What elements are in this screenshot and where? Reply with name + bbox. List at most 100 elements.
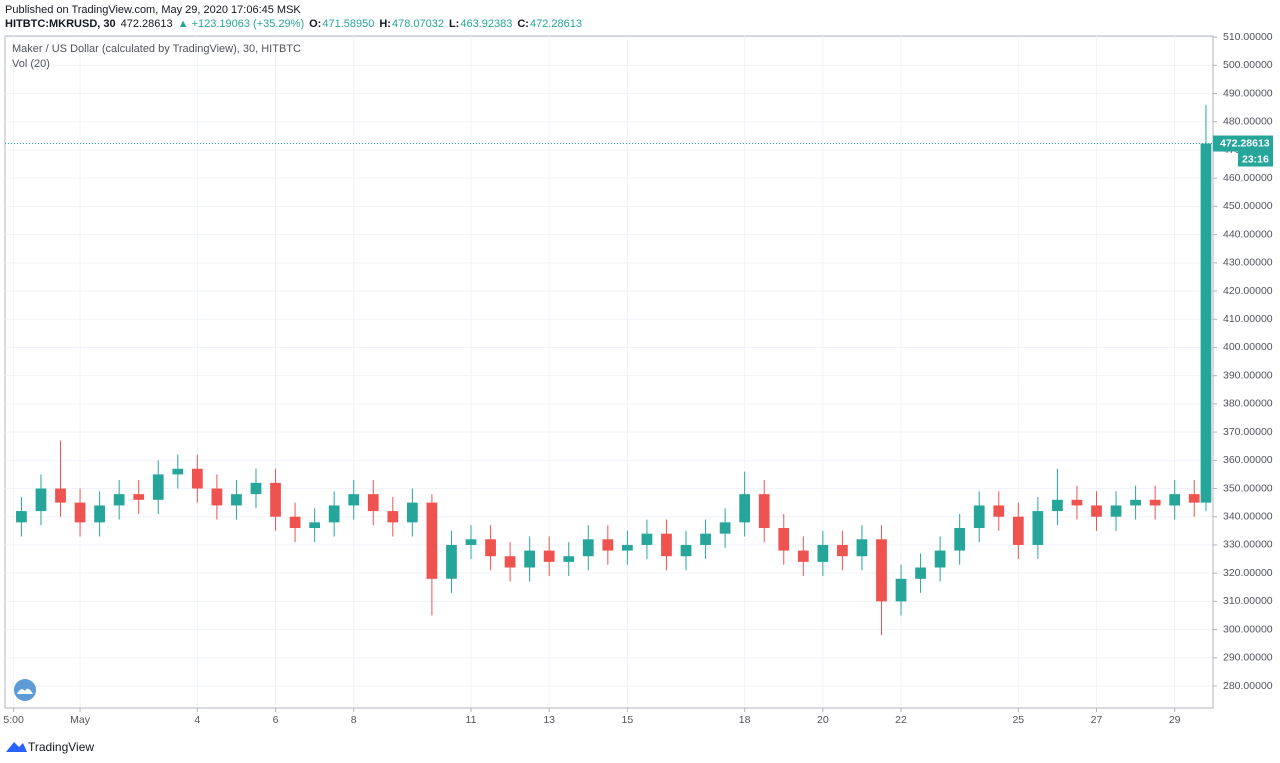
ohlc-value: 472.28613 [530, 18, 582, 30]
y-tick-label: 430.00000 [1223, 257, 1273, 269]
candle-body [817, 544, 829, 562]
candle-body [367, 494, 379, 512]
candle-body [1091, 505, 1102, 517]
candle-body [250, 482, 262, 495]
ohlc-key: H: [379, 18, 391, 30]
y-tick-label: 490.00000 [1223, 87, 1273, 99]
candle-body [661, 533, 672, 557]
y-tick-label: 510.00000 [1223, 31, 1273, 43]
candle-body [1188, 494, 1200, 503]
x-tick-label: 15 [622, 714, 634, 726]
candle-body [954, 528, 966, 551]
y-tick-label: 290.00000 [1223, 652, 1273, 664]
x-tick-label: May [70, 714, 91, 726]
candle-body [426, 502, 438, 579]
candle-body [94, 505, 105, 523]
grid [5, 36, 1213, 708]
y-tick-label: 310.00000 [1223, 595, 1273, 607]
candle-body [915, 567, 926, 579]
x-tick-label: 13 [543, 714, 555, 726]
candle-body [1169, 494, 1181, 506]
footer-logo [6, 742, 27, 752]
candle-body [621, 544, 633, 551]
y-tick-label: 370.00000 [1223, 426, 1273, 438]
tv-logo-badge [14, 679, 36, 701]
y-tick-label: 280.00000 [1223, 680, 1273, 692]
published-line: Published on TradingView.com, May 29, 20… [5, 4, 301, 16]
candle-body [1052, 499, 1063, 512]
x-tick-label: 29 [1169, 714, 1181, 726]
candle-body [1130, 499, 1141, 506]
candle-body [55, 488, 66, 503]
candle-body [211, 488, 223, 506]
candle-body [543, 550, 555, 562]
candle-body [348, 494, 360, 506]
candle-body [16, 511, 27, 523]
price-axis: 280.00000 290.00000 300.00000 310.00000 320.… [1213, 31, 1273, 692]
candle-body [837, 544, 848, 557]
candle-body [270, 482, 281, 517]
last-price: 472.28613 [121, 18, 173, 30]
x-tick-label: 11 [466, 714, 477, 726]
candle-body [856, 539, 868, 557]
candles [5, 104, 1213, 636]
candle-body [309, 522, 320, 529]
candle-body [465, 539, 477, 545]
x-tick-label: 8 [351, 714, 357, 726]
candle-body [1149, 499, 1161, 506]
y-tick-label: 390.00000 [1223, 369, 1273, 381]
x-tick-label: 18 [739, 714, 751, 726]
candle-body [778, 528, 790, 551]
y-tick-label: 460.00000 [1223, 172, 1273, 184]
y-tick-label: 480.00000 [1223, 116, 1273, 128]
x-tick-label: 25 [1012, 714, 1024, 726]
candle-body [895, 578, 907, 602]
ohlc-value: 471.58950 [322, 18, 374, 30]
y-tick-label: 440.00000 [1223, 228, 1273, 240]
y-tick-label: 350.00000 [1223, 482, 1273, 494]
candle-body [1032, 511, 1044, 545]
candle-body [35, 488, 47, 512]
x-tick-label: 6 [273, 714, 279, 726]
candle-body [524, 550, 536, 568]
candle-body [993, 505, 1005, 517]
candle-body [602, 539, 614, 551]
x-tick-label: 4 [194, 714, 200, 726]
ohlc-value: 463.92383 [460, 18, 512, 30]
x-tick-label: 20 [817, 714, 829, 726]
candle-body [700, 533, 711, 545]
candle-body [758, 494, 770, 529]
symbol: HITBTC:MKRUSD, 30 [5, 18, 116, 30]
candle-body [191, 468, 203, 489]
time-axis: 5:00 May 4 6 8 11 13 15 18 20 22 25 27 29 [3, 708, 1181, 726]
y-tick-label: 500.00000 [1223, 59, 1273, 71]
y-tick-label: 380.00000 [1223, 398, 1273, 410]
last-price-label: 472.28613 [1220, 137, 1270, 149]
candle-body [1012, 516, 1024, 545]
x-tick-label: 27 [1091, 714, 1103, 726]
candle-body [387, 511, 399, 523]
candle-body [934, 550, 946, 568]
candle-body [680, 544, 692, 557]
y-tick-label: 330.00000 [1223, 539, 1273, 551]
y-tick-label: 400.00000 [1223, 341, 1273, 353]
y-tick-label: 420.00000 [1223, 285, 1273, 297]
candle-body [74, 502, 86, 523]
candle-body [582, 539, 594, 557]
ohlc-key: L: [449, 18, 459, 30]
candle-body [1071, 499, 1083, 506]
y-tick-label: 320.00000 [1223, 567, 1273, 579]
x-tick-label: 5:00 [3, 714, 24, 726]
candle-body [973, 505, 985, 529]
countdown-badge [1238, 151, 1273, 167]
indicator-label: Vol (20) [12, 58, 50, 70]
candle-body [797, 550, 809, 562]
y-tick-label: 410.00000 [1223, 313, 1273, 325]
candle-body [133, 494, 145, 500]
candle-body [719, 522, 731, 534]
candle-body [406, 502, 418, 523]
candle-body [1200, 143, 1212, 503]
chart-title: Maker / US Dollar (calculated by Trading… [12, 43, 301, 55]
candle-body [1110, 505, 1122, 517]
